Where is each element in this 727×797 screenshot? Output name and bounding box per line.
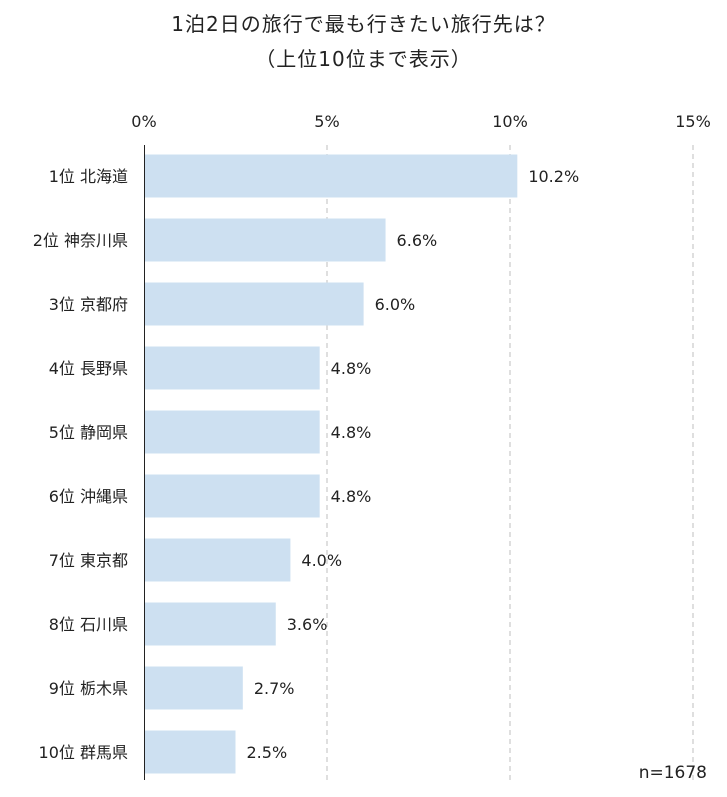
- data-label-2: 6.6%: [397, 231, 438, 250]
- data-label-4: 4.8%: [331, 359, 372, 378]
- data-label-1: 10.2%: [528, 167, 579, 186]
- data-label-5: 4.8%: [331, 423, 372, 442]
- bar-2: [144, 218, 386, 262]
- bar-6: [144, 474, 320, 518]
- data-label-9: 2.7%: [254, 679, 295, 698]
- category-label-1: 1位 北海道: [49, 167, 128, 186]
- x-tick-label-5: 5%: [314, 112, 339, 131]
- bar-10: [144, 730, 236, 774]
- category-label-4: 4位 長野県: [49, 359, 128, 378]
- data-label-7: 4.0%: [301, 551, 342, 570]
- category-label-3: 3位 京都府: [49, 295, 128, 314]
- bar-8: [144, 602, 276, 646]
- bar-5: [144, 410, 320, 454]
- category-label-7: 7位 東京都: [49, 551, 128, 570]
- data-label-8: 3.6%: [287, 615, 328, 634]
- data-label-6: 4.8%: [331, 487, 372, 506]
- x-tick-label-10: 10%: [492, 112, 528, 131]
- chart-title-line1: 1泊2日の旅行で最も行きたい旅行先は？: [171, 12, 556, 36]
- bar-4: [144, 346, 320, 390]
- category-label-8: 8位 石川県: [49, 615, 128, 634]
- chart-title-line2: （上位10位まで表示）: [255, 47, 472, 71]
- bar-1: [144, 154, 518, 198]
- category-label-10: 10位 群馬県: [39, 743, 128, 762]
- bar-3: [144, 282, 364, 326]
- bar-9: [144, 666, 243, 710]
- category-label-9: 9位 栃木県: [49, 679, 128, 698]
- data-label-10: 2.5%: [247, 743, 288, 762]
- category-label-2: 2位 神奈川県: [33, 231, 128, 250]
- bar-7: [144, 538, 291, 582]
- x-tick-label-15: 15%: [675, 112, 711, 131]
- category-label-5: 5位 静岡県: [49, 423, 128, 442]
- category-label-6: 6位 沖縄県: [49, 487, 128, 506]
- x-tick-label-0: 0%: [131, 112, 156, 131]
- sample-size-label: n=1678: [638, 763, 707, 783]
- data-label-3: 6.0%: [375, 295, 416, 314]
